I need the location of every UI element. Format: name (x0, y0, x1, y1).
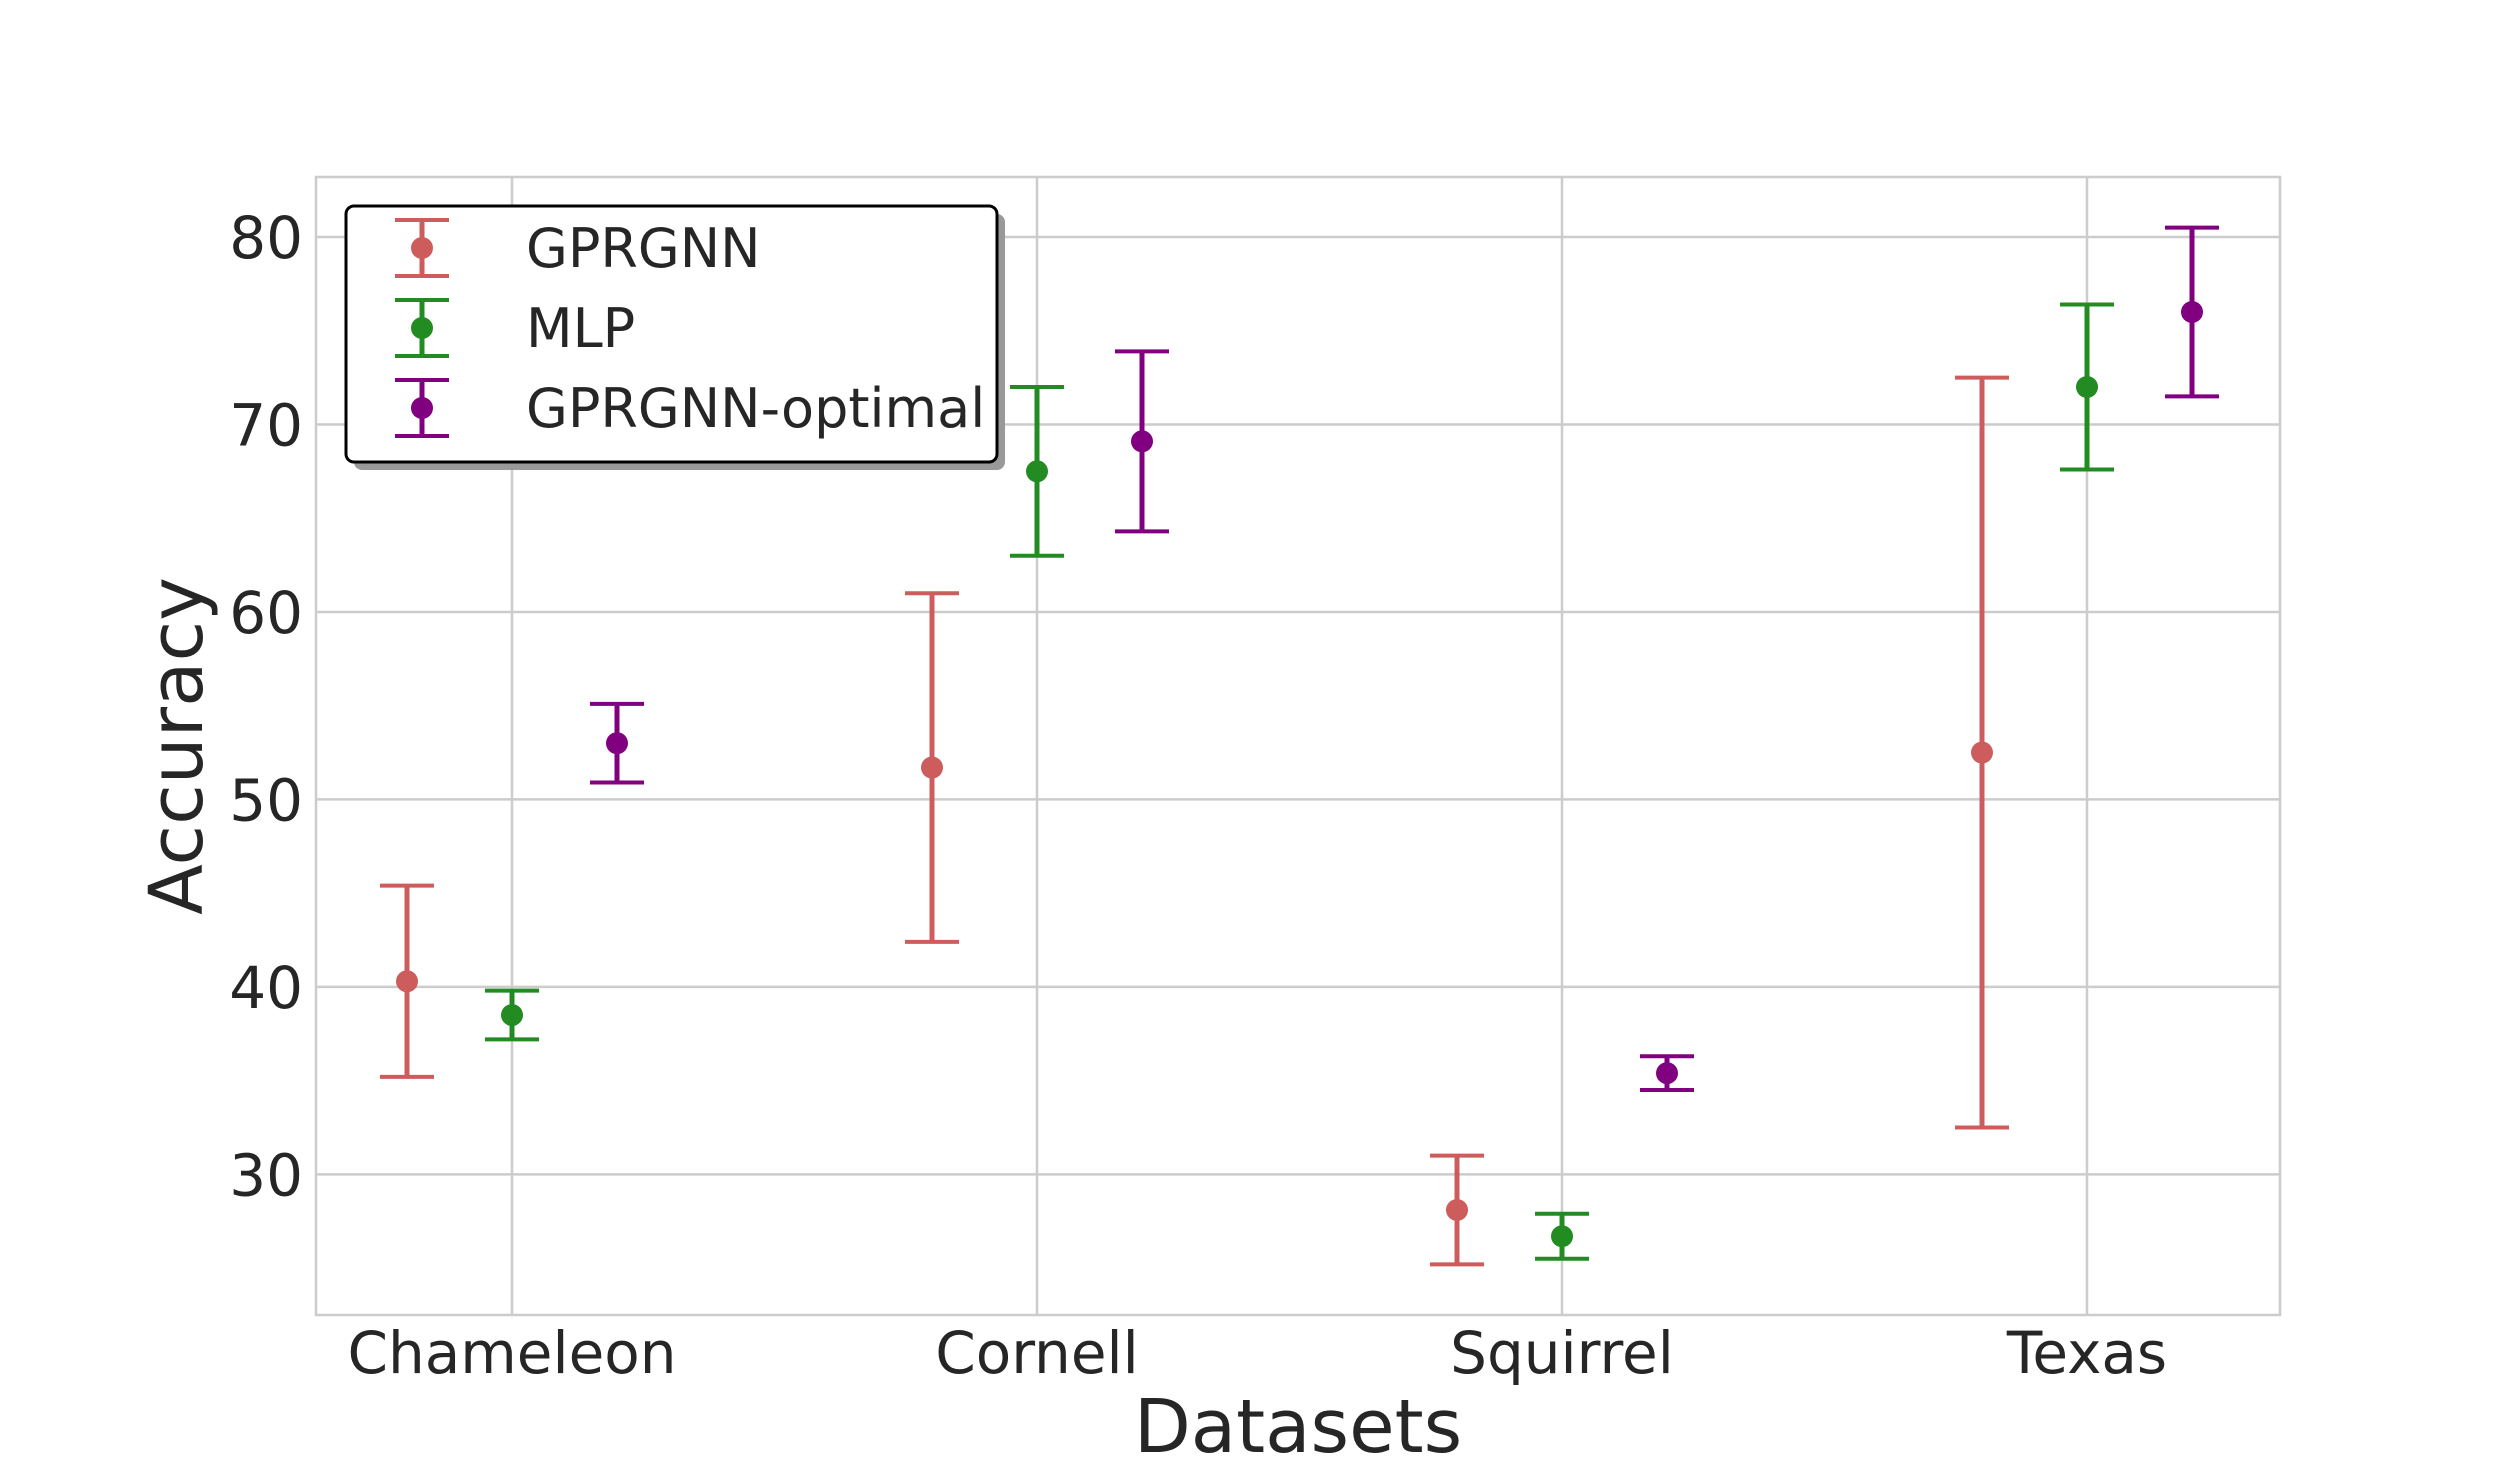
data-point (921, 756, 943, 779)
y-axis-label: Accuracy (134, 577, 220, 915)
x-axis-label: Datasets (1134, 1384, 1462, 1460)
x-tick-label: Cornell (935, 1319, 1138, 1387)
grid (316, 177, 2280, 1315)
plot-frame (314, 175, 2282, 1317)
legend-item-mlp: MLP (395, 297, 635, 360)
legend-marker (411, 397, 433, 419)
y-tick-label: 70 (229, 391, 303, 459)
data-point (1656, 1062, 1678, 1085)
series-gprgnn-optimal (590, 225, 2219, 1093)
y-tick-label: 60 (229, 579, 303, 647)
data-point (396, 970, 418, 993)
legend-entries: GPRGNN MLP GPRGNN-optimal (395, 217, 985, 440)
series-mlp (485, 302, 2114, 1261)
data-point (606, 732, 628, 755)
y-tick-label: 50 (229, 766, 303, 834)
legend-label: GPRGNN-optimal (526, 377, 985, 440)
data-point (1551, 1225, 1573, 1248)
legend: GPRGNN MLP GPRGNN-optimal (344, 204, 1005, 470)
data-point (1971, 741, 1993, 764)
x-tick-label: Chameleon (347, 1319, 676, 1387)
legend-item-gprgnn-optimal: GPRGNN-optimal (395, 377, 985, 440)
data-point (2181, 300, 2203, 323)
data-point (1026, 460, 1048, 483)
y-tick-label: 40 (229, 954, 303, 1022)
legend-item-gprgnn: GPRGNN (395, 217, 761, 280)
data-point (501, 1004, 523, 1027)
y-tick-label: 80 (229, 204, 303, 272)
legend-marker (411, 317, 433, 339)
legend-box (344, 204, 999, 464)
series-group (380, 225, 2219, 1267)
series-gprgnn (380, 375, 2009, 1267)
data-point (1131, 430, 1153, 453)
x-tick-label: Squirrel (1450, 1319, 1674, 1387)
legend-label: MLP (526, 297, 635, 360)
data-point (1446, 1199, 1468, 1222)
legend-marker (411, 237, 433, 259)
y-tick-label: 30 (229, 1141, 303, 1209)
data-point (2076, 375, 2098, 398)
y-axis-ticks: 30 40 50 60 70 80 (229, 204, 303, 1209)
legend-label: GPRGNN (526, 217, 761, 280)
x-axis-ticks: Chameleon Cornell Squirrel Texas (347, 1319, 2167, 1387)
x-tick-label: Texas (2006, 1319, 2167, 1387)
